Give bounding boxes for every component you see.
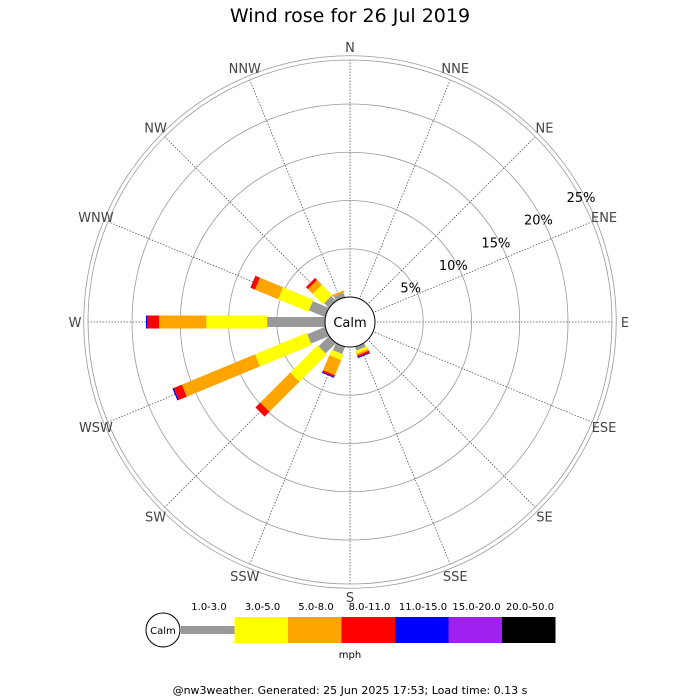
speed-legend: Calm 1.0-3.0 3.0-5.0 5.0-8.0 8.0-11.0 11.0-15… <box>145 602 556 661</box>
bar-ssw-bin-2 <box>329 349 344 361</box>
legend-swatch-5 <box>395 617 449 643</box>
bar-nw-bin-1 <box>324 296 336 308</box>
bar-w-bin-5 <box>146 315 148 329</box>
footer-text: @nw3weather. Generated: 25 Jun 2025 17:5… <box>172 684 528 697</box>
direction-labels: N NNE NE ENE E ESE SE SSE S SSW SW WSW W WNW NW NNW <box>69 41 630 606</box>
bar-sw-bin-1 <box>318 336 336 354</box>
spoke-sse <box>349 321 451 565</box>
bar-sw-bin-2 <box>290 345 327 382</box>
bar-nnw-bin-3 <box>331 290 345 297</box>
legend-units: mph <box>339 650 361 661</box>
legend-swatch-4 <box>341 617 395 643</box>
legend-calm-circle <box>145 612 181 648</box>
direction-label-se: SE <box>536 510 552 525</box>
legend-label-4: 8.0-11.0 <box>349 602 391 613</box>
bar-wnw-bin-2 <box>278 287 314 312</box>
ring-labels: 5% 10% 15% 20% 25% <box>400 191 595 297</box>
legend-label-1: 1.0-3.0 <box>191 602 226 613</box>
bar-w-bin-2 <box>206 315 268 329</box>
direction-label-ne: NE <box>535 122 553 137</box>
direction-label-sw: SW <box>145 510 166 525</box>
ring-label-20: 20% <box>524 214 553 229</box>
ring-label-5: 5% <box>400 282 421 297</box>
bar-wnw-bin-3 <box>254 277 283 300</box>
calm-circle-shape <box>324 296 376 348</box>
bar-sse-bin-2 <box>355 346 369 354</box>
bar-sw-bin-3 <box>260 372 300 412</box>
bar-wsw-bin-3 <box>181 354 260 397</box>
bar-w-bin-4 <box>147 315 159 329</box>
wind-bars <box>146 275 370 417</box>
ring-label-15: 15% <box>481 236 510 251</box>
bar-sse-bin-1 <box>354 343 366 351</box>
direction-label-nw: NW <box>144 122 167 137</box>
legend-label-7: 20.0-50.0 <box>506 602 554 613</box>
ring-20 <box>131 103 569 541</box>
spoke-ne <box>349 136 536 323</box>
legend-label-6: 15.0-20.0 <box>452 602 500 613</box>
direction-label-sse: SSE <box>443 570 468 585</box>
direction-label-wnw: WNW <box>78 211 114 226</box>
direction-label-s: S <box>346 591 354 606</box>
legend-calm-label: Calm <box>150 626 176 637</box>
legend-label-5: 11.0-15.0 <box>399 602 447 613</box>
legend-label-3: 5.0-8.0 <box>298 602 333 613</box>
bar-wsw-bin-2 <box>254 332 312 367</box>
bar-sw-bin-4 <box>255 402 270 417</box>
ring-label-10: 10% <box>439 259 468 274</box>
spoke-se <box>349 321 536 508</box>
bar-w-bin-1 <box>267 317 325 327</box>
calm-label: Calm <box>333 316 366 331</box>
legend-swatch-2 <box>234 617 288 643</box>
bar-wsw-bin-5 <box>172 388 179 401</box>
bar-nw-bin-4 <box>305 277 318 290</box>
bar-ssw-bin-4 <box>322 370 335 377</box>
spoke-ese <box>349 321 593 423</box>
ring-25 <box>83 55 617 589</box>
bar-wnw-bin-1 <box>308 301 329 318</box>
legend-swatch-1 <box>181 626 235 634</box>
legend-swatch-3 <box>288 617 342 643</box>
bar-nw-bin-2 <box>312 284 333 305</box>
direction-label-w: W <box>69 316 82 331</box>
direction-label-ese: ESE <box>592 421 617 436</box>
bar-sse-bin-3 <box>356 348 369 356</box>
bar-wsw-bin-1 <box>307 326 329 344</box>
bar-wnw-bin-4 <box>250 275 260 290</box>
legend-swatch-6 <box>448 617 502 643</box>
direction-label-wsw: WSW <box>79 421 113 436</box>
legend-label-2: 3.0-5.0 <box>245 602 280 613</box>
direction-label-nne: NNE <box>441 62 469 77</box>
direction-label-ssw: SSW <box>230 570 260 585</box>
spoke-ene <box>349 221 593 323</box>
bar-nw-bin-3 <box>307 279 322 294</box>
direction-label-nnw: NNW <box>229 62 261 77</box>
bar-wsw-bin-4 <box>173 384 187 400</box>
bar-sse-bin-4 <box>356 350 370 358</box>
bar-nnw-bin-1 <box>334 292 346 301</box>
bar-w-bin-3 <box>159 315 207 329</box>
calm-circle: Calm <box>324 296 376 348</box>
bar-ssw-bin-3 <box>323 355 342 376</box>
direction-label-e: E <box>621 316 629 331</box>
direction-label-n: N <box>345 41 355 56</box>
ring-label-25: 25% <box>567 191 596 206</box>
outer-ring <box>87 59 613 585</box>
bar-sse-bin-5 <box>357 352 370 359</box>
bar-ssw-bin-5 <box>321 372 335 378</box>
legend-swatch-7 <box>502 617 556 643</box>
direction-label-ene: ENE <box>591 211 617 226</box>
chart-title: Wind rose for 26 Jul 2019 <box>229 5 471 27</box>
